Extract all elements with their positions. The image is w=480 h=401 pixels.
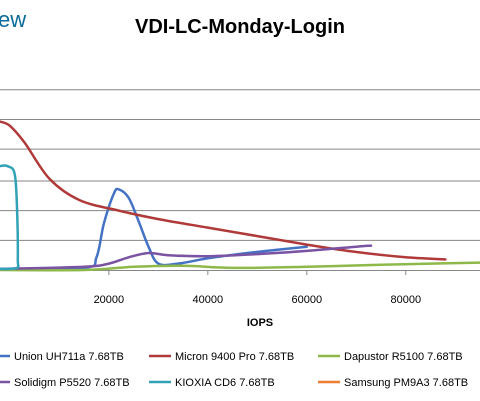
legend-label-union-uh711a-7-68tb: Union UH711a 7.68TB <box>14 351 124 363</box>
series-line-dapustor-r5100-7-68tb <box>0 261 480 272</box>
legend-label-samsung-pm9a3-7-68tb: Samsung PM9A3 7.68TB <box>344 377 468 389</box>
series-line-kioxia-cd6-7-68tb <box>0 164 20 271</box>
x-tick-label: 80000 <box>390 294 421 306</box>
series-line-union-uh711a-7-68tb <box>0 187 309 271</box>
chart-title: VDI-LC-Monday-Login <box>135 16 345 38</box>
legend-label-solidigm-p5520-7-68tb: Solidigm P5520 7.68TB <box>14 377 130 389</box>
x-tick-label: 40000 <box>193 294 224 306</box>
x-axis-label: IOPS <box>247 317 273 329</box>
series-line-micron-9400-pro-7-68tb <box>0 120 447 261</box>
legend-label-dapustor-r5100-7-68tb: Dapustor R5100 7.68TB <box>344 351 463 363</box>
gridlines <box>0 89 480 241</box>
legend-label-kioxia-cd6-7-68tb: KIOXIA CD6 7.68TB <box>175 377 275 389</box>
series-line-solidigm-p5520-7-68tb <box>0 244 373 271</box>
legend: Union UH711a 7.68TB Micron 9400 Pro 7.68T… <box>0 351 468 389</box>
series-lines <box>0 120 480 272</box>
x-ticks: 20000 40000 60000 80000 <box>94 270 421 306</box>
x-tick-label: 20000 <box>94 294 125 306</box>
brand-logo-text: ew <box>0 7 26 32</box>
legend-label-micron-9400-pro-7-68tb: Micron 9400 Pro 7.68TB <box>175 351 294 363</box>
x-tick-label: 60000 <box>292 294 323 306</box>
